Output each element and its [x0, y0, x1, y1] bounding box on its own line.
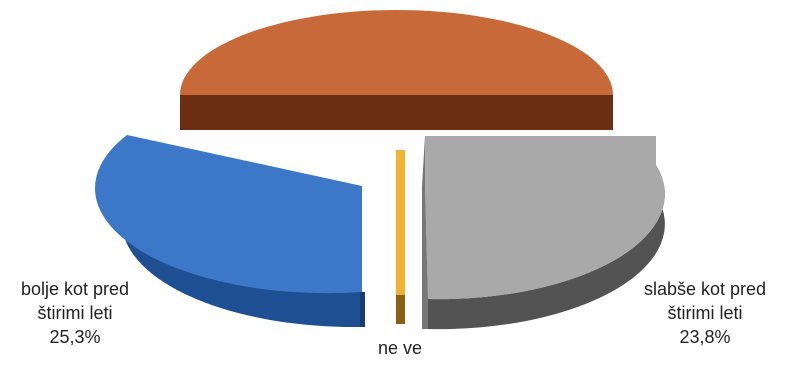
label-ne-ve-line1: ne ve [377, 338, 423, 358]
pie-slice-ne-ve [396, 150, 405, 324]
pie-slice-top [180, 9, 613, 130]
label-bolje-line2: štirimi leti [37, 303, 113, 323]
label-bolje-line1: bolje kot pred [20, 279, 130, 299]
pie-slice-left [95, 135, 365, 328]
label-slabse-line2: štirimi leti [667, 303, 743, 323]
label-slabse-line3: 23,8% [679, 327, 731, 347]
pie-slice-right [422, 136, 665, 330]
label-slabse-line1: slabše kot pred [643, 279, 767, 299]
label-slabse: slabše kot pred štirimi leti 23,8% [620, 277, 790, 349]
label-ne-ve: ne ve [330, 336, 470, 360]
label-bolje: bolje kot pred štirimi leti 25,3% [0, 277, 150, 349]
label-bolje-line3: 25,3% [49, 327, 101, 347]
